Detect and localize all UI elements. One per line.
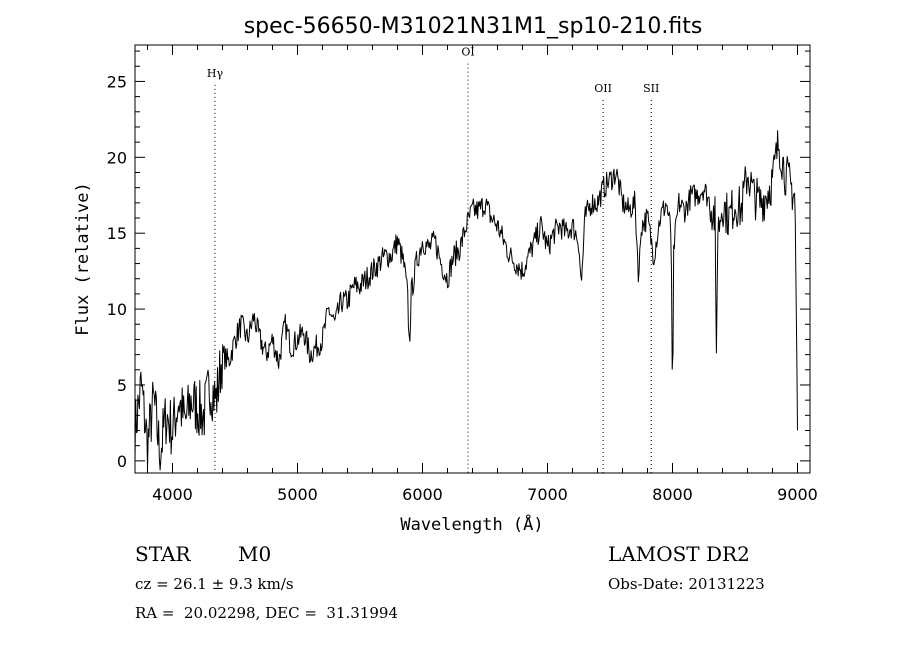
line-label: Hγ [207, 67, 224, 80]
spectral-subclass: M0 [238, 542, 272, 566]
data-series [134, 130, 798, 471]
y-tick-label: 15 [107, 224, 127, 243]
x-tick-label: 4000 [152, 485, 193, 504]
x-tick-label: 7000 [527, 485, 568, 504]
x-tick-label: 8000 [652, 485, 693, 504]
survey-name: LAMOST DR2 [608, 542, 750, 566]
x-axis-label: Wavelength (Å) [400, 513, 543, 535]
x-tick-label: 5000 [277, 485, 318, 504]
line-label: SII [643, 82, 659, 95]
x-tick-label: 6000 [402, 485, 443, 504]
line-markers: Hγ OI OII SII [207, 46, 659, 473]
y-tick-label: 5 [117, 376, 127, 395]
y-tick-label: 20 [107, 148, 127, 167]
x-tick-label: 9000 [777, 485, 818, 504]
y-tick-label: 25 [107, 72, 127, 91]
y-axis-label: Flux (relative) [73, 182, 93, 336]
y-tick-label: 0 [117, 452, 127, 471]
redshift-cz: cz = 26.1 ± 9.3 km/s [135, 575, 294, 593]
x-axis: 4000 5000 6000 7000 8000 9000 [147, 45, 818, 504]
ra-dec-coordinates: RA = 20.02298, DEC = 31.31994 [135, 604, 399, 622]
line-label: OI [461, 46, 474, 59]
y-tick-label: 10 [107, 300, 127, 319]
y-axis: 0 5 10 15 20 25 [107, 50, 810, 471]
chart-title: spec-56650-M31021N31M1_sp10-210.fits [244, 14, 703, 39]
object-type: STAR [135, 542, 191, 566]
plot-frame [134, 44, 811, 474]
spectrum-line [134, 130, 798, 471]
observation-date: Obs-Date: 20131223 [608, 575, 765, 593]
line-label: OII [594, 82, 612, 95]
